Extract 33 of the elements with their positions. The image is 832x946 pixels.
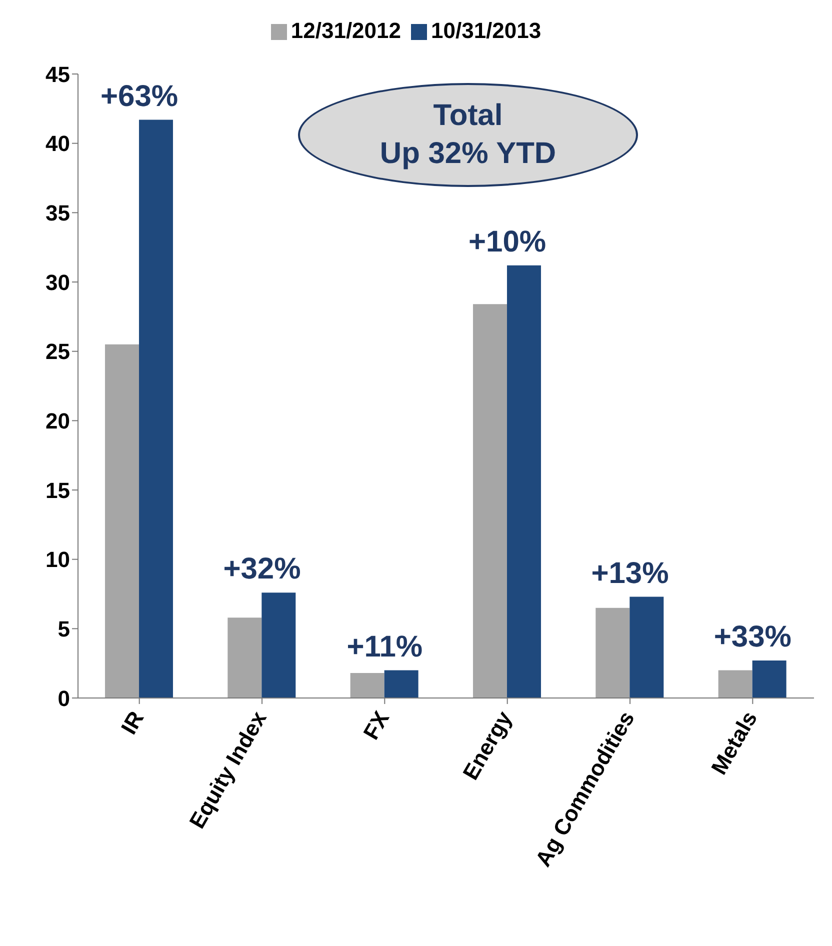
x-tick-label: FX bbox=[358, 706, 394, 744]
annotation: +32% bbox=[223, 552, 301, 586]
bar bbox=[472, 304, 507, 698]
y-tick-label: 5 bbox=[58, 616, 70, 642]
y-tick-label: 0 bbox=[58, 686, 70, 711]
x-tick-label: IR bbox=[116, 706, 149, 738]
annotation: +11% bbox=[346, 630, 423, 664]
bar bbox=[262, 592, 296, 698]
bar bbox=[630, 596, 664, 698]
bar bbox=[506, 265, 541, 698]
bar bbox=[228, 618, 262, 698]
y-tick-label: 15 bbox=[46, 478, 70, 503]
y-tick-label: 45 bbox=[46, 62, 70, 87]
ellipse-callout: Total Up 32% YTD bbox=[298, 83, 638, 187]
bar bbox=[104, 344, 139, 698]
bar bbox=[350, 673, 384, 698]
legend-label: 10/31/2013 bbox=[431, 18, 542, 43]
bar bbox=[138, 120, 173, 698]
y-tick-label: 30 bbox=[46, 270, 70, 295]
bar bbox=[718, 670, 752, 698]
annotation: +63% bbox=[100, 80, 178, 113]
y-tick-label: 25 bbox=[46, 339, 70, 364]
annotation: +13% bbox=[591, 556, 669, 590]
y-tick-label: 35 bbox=[46, 200, 70, 226]
annotation: +33% bbox=[714, 620, 792, 654]
bar bbox=[752, 660, 786, 698]
bar bbox=[384, 670, 418, 698]
y-tick-label: 40 bbox=[46, 131, 70, 156]
bar bbox=[596, 608, 630, 698]
y-tick-label: 20 bbox=[46, 408, 70, 434]
annotation: +10% bbox=[468, 225, 546, 258]
y-tick-label: 10 bbox=[46, 547, 70, 572]
legend-label: 12/31/2012 bbox=[290, 18, 401, 43]
